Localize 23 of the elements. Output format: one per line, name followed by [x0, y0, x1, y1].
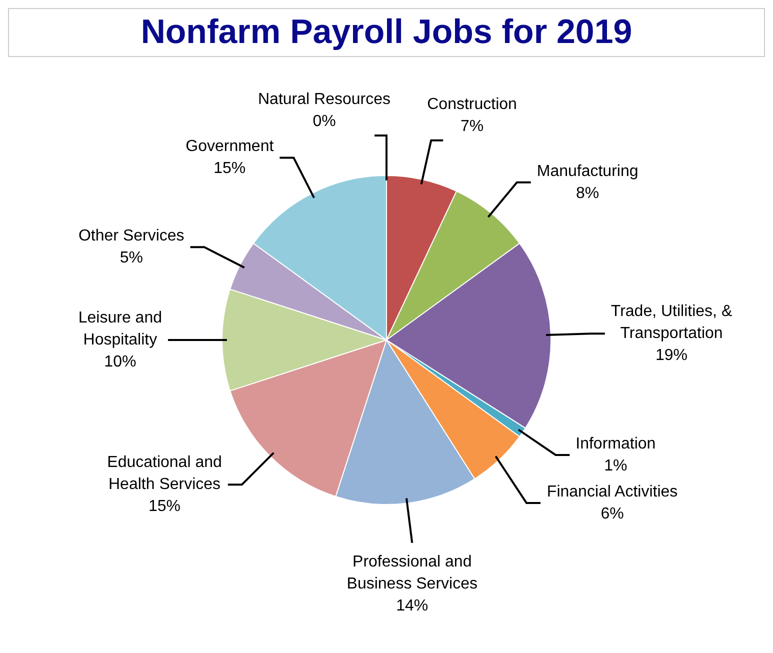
data-label: 15% [148, 498, 181, 516]
data-label: 7% [460, 118, 484, 135]
slice-label: Manufacturing [536, 162, 638, 180]
category-label: Natural Resources [258, 90, 390, 108]
data-label: 15% [214, 160, 246, 178]
data-label: 6% [600, 505, 624, 522]
slice-label: Information [576, 435, 656, 452]
slice-label: Financial Activities [546, 483, 678, 500]
slice-label: Educational and Health Services [107, 454, 222, 494]
text: 0% [312, 112, 336, 130]
data-label: 19% [655, 346, 688, 364]
slice-label: Trade, Utilities, & Transportation [610, 302, 732, 342]
data-label: 14% [396, 597, 428, 614]
data-label: 1% [604, 457, 628, 474]
data-label: 8% [576, 184, 600, 202]
chart-title: Nonfarm Payroll Jobs for 2019 [8, 8, 765, 57]
slice-label: Other Services [78, 228, 184, 245]
data-label: 10% [104, 353, 136, 370]
slice-label: Construction [427, 96, 517, 113]
slice-label: Professional and Business Services [346, 553, 478, 592]
slice-label: Leisure and Hospitality [78, 309, 162, 348]
slice-label: Government [186, 138, 274, 156]
data-label: 5% [120, 250, 143, 267]
